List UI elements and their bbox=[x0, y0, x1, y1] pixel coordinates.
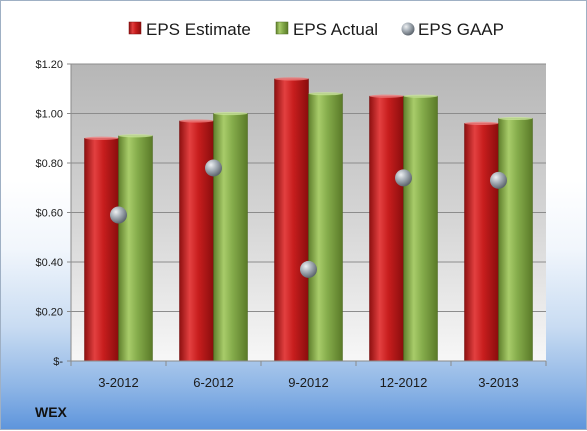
legend: EPS Estimate EPS Actual EPS GAAP bbox=[128, 20, 504, 39]
gaap-markers bbox=[110, 159, 507, 278]
x-tick-label: 3-2012 bbox=[98, 375, 138, 390]
bar-eps-estimate bbox=[369, 95, 404, 362]
legend-label-eps-actual: EPS Actual bbox=[293, 20, 378, 39]
bar-eps-estimate bbox=[179, 120, 214, 362]
y-axis-ticks: $- $0.20 $0.40 $0.60 $0.80 $1.00 $1.20 bbox=[35, 59, 71, 368]
bar-eps-estimate bbox=[464, 123, 499, 362]
x-tick-label: 3-2013 bbox=[478, 375, 518, 390]
bar-eps-actual bbox=[403, 95, 438, 362]
legend-swatch-eps-estimate bbox=[128, 21, 142, 35]
x-tick-label: 6-2012 bbox=[193, 375, 233, 390]
bar-eps-actual bbox=[213, 113, 248, 362]
bar-top-eps-actual bbox=[403, 94, 438, 98]
y-tick-label: $0.20 bbox=[35, 307, 63, 319]
x-axis-labels: 3-2012 6-2012 9-2012 12-2012 3-2013 bbox=[70, 361, 547, 390]
legend-label-eps-gaap: EPS GAAP bbox=[418, 20, 504, 39]
y-tick-label: $1.20 bbox=[35, 59, 63, 71]
marker-eps-gaap bbox=[205, 159, 222, 177]
marker-eps-gaap bbox=[395, 169, 412, 187]
bar-eps-estimate bbox=[274, 78, 309, 362]
ticker-label: WEX bbox=[35, 404, 68, 420]
bar-eps-actual bbox=[498, 118, 533, 362]
y-tick-label: $0.80 bbox=[35, 158, 63, 170]
marker-eps-gaap bbox=[300, 260, 317, 278]
bar-top-eps-estimate bbox=[274, 77, 309, 81]
bar-top-eps-estimate bbox=[84, 136, 119, 140]
bar-top-eps-actual bbox=[498, 116, 533, 121]
bar-top-eps-estimate bbox=[179, 119, 214, 123]
x-tick-label: 9-2012 bbox=[288, 375, 328, 390]
bar-eps-actual bbox=[308, 93, 343, 362]
y-tick-label: $- bbox=[53, 356, 63, 368]
y-tick-label: $0.60 bbox=[35, 208, 63, 220]
bar-top-eps-actual bbox=[213, 111, 248, 116]
bar-top-eps-estimate bbox=[369, 94, 404, 98]
bar-eps-estimate bbox=[84, 138, 119, 362]
bar-top-eps-estimate bbox=[464, 121, 499, 125]
bars bbox=[84, 77, 533, 362]
y-tick-label: $0.40 bbox=[35, 257, 63, 269]
bar-top-eps-actual bbox=[118, 134, 153, 138]
legend-label-eps-estimate: EPS Estimate bbox=[146, 20, 251, 39]
y-tick-label: $1.00 bbox=[35, 109, 63, 121]
x-tick-label: 12-2012 bbox=[380, 375, 428, 390]
bar-top-eps-actual bbox=[308, 92, 343, 96]
marker-eps-gaap bbox=[490, 171, 507, 189]
bar-eps-actual bbox=[118, 135, 153, 362]
marker-eps-gaap bbox=[110, 206, 127, 224]
legend-swatch-eps-actual bbox=[275, 21, 289, 35]
legend-marker-eps-gaap bbox=[401, 22, 415, 36]
